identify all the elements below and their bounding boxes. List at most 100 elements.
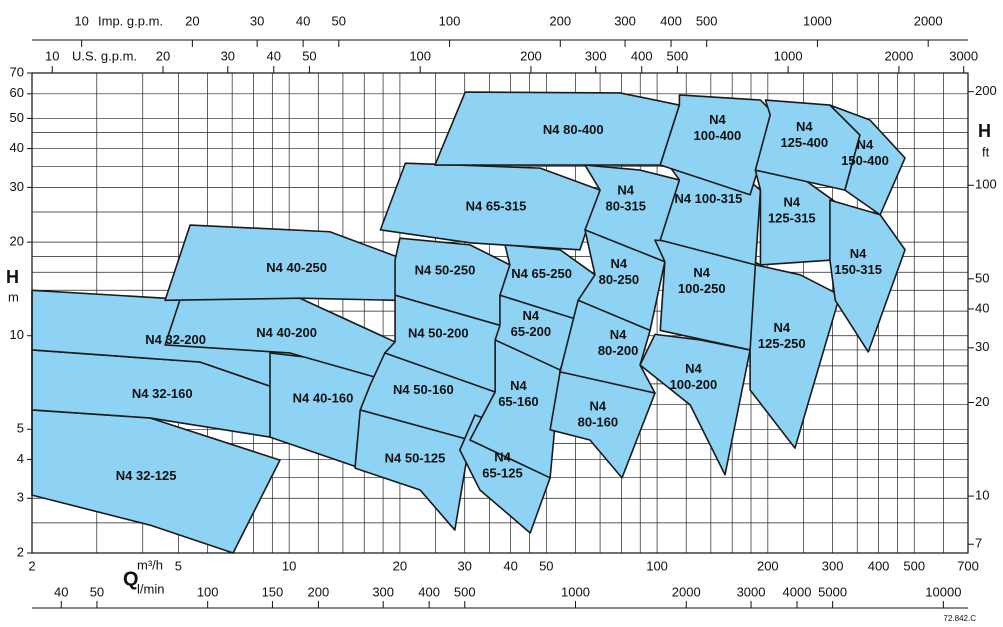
x-tick-label: 50 <box>539 558 553 573</box>
region-label-line: 80-160 <box>578 415 618 430</box>
y-tick-label: 4 <box>17 451 24 466</box>
x4-tick-label: 50 <box>332 13 346 28</box>
region-label: N4 150-400 <box>841 137 889 168</box>
region-label: N4 40-250 <box>266 260 327 275</box>
region-label: N4 65-250 <box>511 266 572 281</box>
x3-tick-label: 40 <box>267 48 281 63</box>
y2-tick-label: 30 <box>975 339 989 354</box>
region-label-line: N4 32-160 <box>132 386 193 401</box>
x3-tick-label: 500 <box>667 48 689 63</box>
region-label-line: 100-400 <box>694 129 742 144</box>
x4-tick-label: 2000 <box>914 13 943 28</box>
region-label-line: 80-250 <box>599 272 639 287</box>
region-label: N4 32-160 <box>132 386 193 401</box>
y-label: H <box>6 267 19 287</box>
x3-tick-label: 300 <box>585 48 607 63</box>
x2-unit: l/min <box>137 581 164 596</box>
region-label-line: 125-250 <box>758 337 806 352</box>
y2-tick-label: 10 <box>975 488 989 503</box>
region-label: N4 100-315 <box>674 191 742 206</box>
region-label-line: N4 <box>685 362 702 377</box>
region-label-line: N4 50-160 <box>393 382 454 397</box>
region-label-line: 100-200 <box>670 378 718 393</box>
region-label: N4 100-400 <box>694 113 742 144</box>
y2-tick-label: 40 <box>975 300 989 315</box>
x-tick-label: 100 <box>646 558 668 573</box>
x4-tick-label: 40 <box>296 13 310 28</box>
x4-tick-label: 300 <box>614 13 636 28</box>
y-tick-label: 50 <box>10 110 24 125</box>
region-label-line: N4 40-250 <box>266 260 327 275</box>
region-label-line: N4 <box>523 309 540 324</box>
pump-region <box>749 264 841 449</box>
region-label: N4 125-250 <box>758 321 806 352</box>
region-label-line: N4 <box>773 321 790 336</box>
region-label: N4 50-250 <box>415 263 476 278</box>
y2-label: H <box>978 121 991 141</box>
region-label: N4 125-400 <box>780 119 828 150</box>
x2-tick-label: 200 <box>308 584 330 599</box>
y2-tick-label: 200 <box>975 83 997 98</box>
region-label-line: 65-200 <box>511 325 551 340</box>
x-tick-label: 500 <box>903 558 925 573</box>
region-label-line: 80-315 <box>606 199 646 214</box>
x-tick-label: 300 <box>822 558 844 573</box>
x3-tick-label: 50 <box>302 48 316 63</box>
x3-tick-label: 10 <box>45 48 59 63</box>
x-tick-label: 400 <box>868 558 890 573</box>
region-label: N4 80-250 <box>599 256 639 287</box>
region-label-line: 125-315 <box>768 211 816 226</box>
region-label-line: 150-315 <box>834 262 882 277</box>
x-tick-label: 10 <box>282 558 296 573</box>
region-label: N4 50-200 <box>408 326 469 341</box>
region-label: N4 65-315 <box>466 199 527 214</box>
x-tick-label: 40 <box>503 558 517 573</box>
region-label-line: N4 50-125 <box>385 451 446 466</box>
region-label-line: 100-250 <box>678 281 726 296</box>
x4-tick-label: 30 <box>250 13 264 28</box>
region-label-line: 65-125 <box>482 466 522 481</box>
region-label: N4 100-200 <box>670 362 718 393</box>
x2-tick-label: 150 <box>262 584 284 599</box>
region-label: N4 32-125 <box>116 468 177 483</box>
pump-region <box>639 333 751 476</box>
x2-tick-label: 1000 <box>561 584 590 599</box>
region-label-line: N4 <box>617 183 634 198</box>
region-label: N4 65-160 <box>498 378 538 409</box>
x2-tick-label: 50 <box>90 584 104 599</box>
region-label: N4 80-400 <box>543 122 604 137</box>
region-label-line: N4 65-315 <box>466 199 527 214</box>
y2-tick-label: 100 <box>975 177 997 192</box>
y2-tick-label: 50 <box>975 270 989 285</box>
x2-tick-label: 3000 <box>737 584 766 599</box>
region-label-line: 80-200 <box>598 344 638 359</box>
x4-unit: Imp. g.p.m. <box>98 13 163 28</box>
x-tick-label: 700 <box>957 558 979 573</box>
y-tick-label: 3 <box>17 490 24 505</box>
region-label-line: N4 <box>611 256 628 271</box>
x-tick-label: 5 <box>175 558 182 573</box>
region-label-line: N4 <box>494 450 511 465</box>
y2-tick-label: 20 <box>975 394 989 409</box>
region-label-line: N4 50-200 <box>408 326 469 341</box>
region-label: N4 40-200 <box>256 325 317 340</box>
region-label-line: 125-400 <box>780 135 828 150</box>
x4-tick-label: 200 <box>549 13 571 28</box>
region-label-line: N4 80-400 <box>543 122 604 137</box>
y-tick-label: 2 <box>17 544 24 559</box>
y-tick-label: 10 <box>10 327 24 342</box>
x2-tick-label: 2000 <box>672 584 701 599</box>
x4-tick-label: 20 <box>185 13 199 28</box>
x4-tick-label: 10 <box>74 13 88 28</box>
x3-tick-label: 100 <box>409 48 431 63</box>
x3-tick-label: 1000 <box>774 48 803 63</box>
region-label-line: N4 50-250 <box>415 263 476 278</box>
x2-tick-label: 300 <box>372 584 394 599</box>
x2-tick-label: 500 <box>454 584 476 599</box>
pump-region <box>659 94 776 196</box>
x-symbol: Q <box>123 568 139 590</box>
region-label: N4 50-125 <box>385 451 446 466</box>
region-label-line: N4 <box>857 137 874 152</box>
region-label: N4 100-250 <box>678 265 726 296</box>
